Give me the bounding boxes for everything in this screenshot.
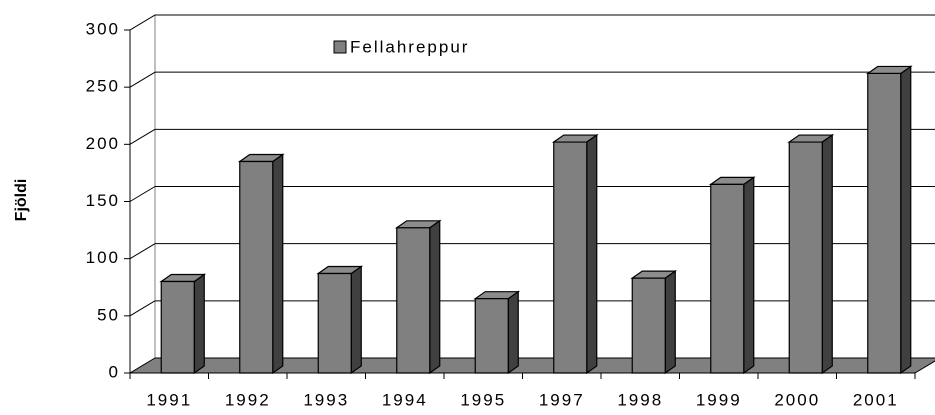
x-tick-label: 2000 — [774, 390, 820, 409]
bar-side — [429, 219, 441, 375]
bar — [787, 133, 835, 375]
grid-line — [129, 300, 156, 317]
grid-line — [129, 186, 156, 202]
x-tick-label: 1994 — [382, 390, 428, 409]
y-tick-label: 0 — [109, 362, 120, 381]
bar-side — [900, 65, 912, 375]
x-tick-label: 1992 — [225, 390, 271, 409]
bar-side — [664, 269, 676, 375]
bar — [316, 265, 364, 375]
bar-front — [160, 280, 195, 374]
bar — [473, 290, 521, 375]
x-tick-label: 1995 — [460, 390, 506, 409]
bar — [708, 176, 756, 375]
bar — [159, 273, 207, 375]
bar-side — [272, 153, 284, 375]
bar — [551, 133, 599, 375]
bar-side — [743, 176, 755, 375]
y-axis-title: Fjöldi — [13, 179, 30, 222]
bar-side — [193, 273, 205, 375]
bar-front — [474, 298, 509, 374]
bar — [394, 219, 442, 375]
legend-swatch — [333, 40, 347, 54]
bar-front — [867, 72, 902, 374]
bar-side — [350, 265, 362, 375]
y-tick-label: 150 — [86, 191, 120, 210]
bar-front — [710, 183, 745, 374]
x-tick-label: 1999 — [696, 390, 742, 409]
x-axis-depth — [914, 360, 935, 374]
x-tick-label: 1998 — [617, 390, 663, 409]
grid-line — [129, 357, 156, 374]
legend-label: Fellahreppur — [350, 37, 469, 56]
bar — [237, 153, 285, 375]
grid-line — [129, 14, 156, 31]
grid-line — [129, 71, 156, 88]
bar-side — [821, 133, 833, 375]
bar-front — [788, 141, 823, 374]
bar-front — [317, 272, 352, 374]
y-tick-label: 50 — [97, 305, 120, 324]
y-tick-label: 250 — [86, 77, 120, 96]
bar-front — [631, 277, 666, 374]
bar-side — [586, 133, 598, 375]
grid-line — [129, 128, 156, 145]
x-tick-label: 1991 — [146, 390, 192, 409]
bar — [865, 65, 913, 375]
y-tick-label: 300 — [86, 19, 120, 38]
y-tick-label: 100 — [86, 248, 120, 267]
bar-front — [553, 141, 588, 374]
x-tick-label: 1997 — [539, 390, 585, 409]
x-tick-label: 1993 — [303, 390, 349, 409]
y-tick-label: 200 — [86, 134, 120, 153]
grid-line — [129, 243, 156, 260]
bar-front — [396, 227, 431, 374]
bar-side — [507, 290, 519, 375]
x-tick-label: 2001 — [853, 390, 899, 409]
bar-front — [239, 160, 274, 374]
bar — [630, 269, 678, 375]
